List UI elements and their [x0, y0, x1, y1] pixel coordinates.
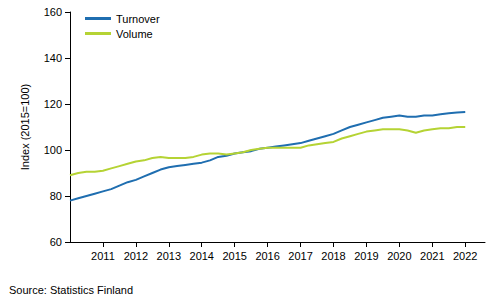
svg-text:Index (2015=100): Index (2015=100): [19, 84, 31, 171]
svg-text:60: 60: [50, 236, 62, 248]
svg-text:2018: 2018: [321, 250, 345, 262]
svg-text:2011: 2011: [91, 250, 115, 262]
svg-text:80: 80: [50, 190, 62, 202]
svg-text:2013: 2013: [157, 250, 181, 262]
svg-text:2022: 2022: [453, 250, 477, 262]
svg-text:120: 120: [44, 98, 62, 110]
svg-text:140: 140: [44, 52, 62, 64]
svg-text:2020: 2020: [387, 250, 411, 262]
svg-text:2016: 2016: [255, 250, 279, 262]
svg-text:2019: 2019: [354, 250, 378, 262]
svg-text:2015: 2015: [222, 250, 246, 262]
svg-text:Source: Statistics Finland: Source: Statistics Finland: [9, 284, 133, 296]
svg-text:Volume: Volume: [116, 28, 153, 40]
svg-text:2021: 2021: [420, 250, 444, 262]
svg-text:2017: 2017: [288, 250, 312, 262]
svg-text:2012: 2012: [124, 250, 148, 262]
svg-text:Turnover: Turnover: [116, 13, 160, 25]
svg-text:100: 100: [44, 144, 62, 156]
svg-text:160: 160: [44, 6, 62, 18]
svg-text:2014: 2014: [190, 250, 214, 262]
